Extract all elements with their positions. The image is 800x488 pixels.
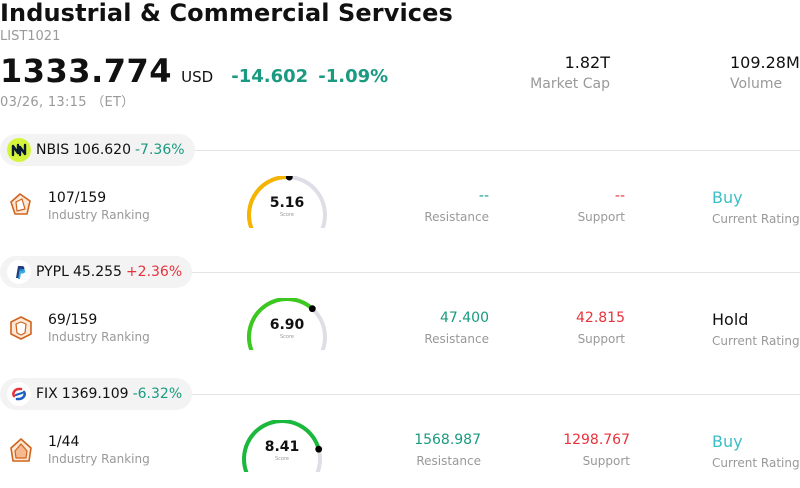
market-cap-value: 1.82T	[564, 53, 610, 72]
industry-ranking-value: 69/159	[48, 312, 98, 328]
stock-price: 106.620	[73, 142, 131, 158]
support-value: --	[614, 188, 625, 204]
paypal-logo-icon	[7, 260, 31, 284]
market-cap-label: Market Cap	[530, 76, 610, 92]
industry-ranking-icon	[10, 193, 31, 215]
stock-change: -6.32%	[132, 386, 183, 402]
index-price: 1333.774	[0, 52, 173, 90]
support-value: 42.815	[576, 310, 625, 326]
score-label: Score	[279, 212, 294, 218]
stock-pill-nbis[interactable]: NBIS 106.620 -7.36%	[0, 134, 195, 166]
industry-ranking-icon	[10, 438, 32, 462]
stock-change: -7.36%	[135, 142, 185, 158]
support-label: Support	[582, 454, 630, 468]
currency-label: USD	[181, 68, 214, 86]
support-label: Support	[577, 332, 625, 346]
price-change-percent: -1.09%	[318, 66, 389, 87]
industry-ranking-value: 1/44	[48, 434, 80, 450]
current-rating: Hold	[712, 310, 749, 329]
volume-stat: 109.28M Volume	[730, 53, 800, 92]
resistance-value: 1568.987	[414, 432, 481, 448]
page-title: Industrial & Commercial Services	[0, 0, 453, 27]
stock-ticker: PYPL	[36, 264, 69, 280]
resistance-label: Resistance	[416, 454, 481, 468]
divider	[186, 394, 800, 395]
divider	[186, 150, 800, 151]
support-value: 1298.767	[563, 432, 630, 448]
volume-label: Volume	[730, 76, 783, 92]
resistance-value: 47.400	[440, 310, 489, 326]
timestamp: 03/26, 13:15 （ET）	[0, 95, 135, 110]
stock-ticker: NBIS	[36, 142, 70, 158]
score-label: Score	[279, 334, 294, 340]
current-rating-label: Current Rating	[712, 212, 800, 226]
industry-ranking-icon	[10, 316, 32, 340]
stock-price: 1369.109	[61, 386, 129, 402]
score-value: 8.41	[264, 439, 300, 455]
stock-ticker: FIX	[36, 386, 58, 402]
current-rating-label: Current Rating	[712, 334, 800, 348]
industry-ranking-label: Industry Ranking	[48, 208, 150, 222]
stock-pill-pypl[interactable]: PYPL 45.255 +2.36%	[0, 256, 193, 288]
gauge-pointer	[285, 173, 293, 181]
resistance-value: --	[478, 188, 489, 204]
score-gauge: 8.41 Score	[237, 419, 327, 474]
support-label: Support	[577, 210, 625, 224]
gauge-fill	[242, 419, 321, 474]
divider	[186, 272, 800, 273]
score-value: 5.16	[269, 195, 305, 211]
current-rating-label: Current Rating	[712, 456, 800, 470]
market-cap-stat: 1.82T Market Cap	[530, 53, 610, 92]
fix-logo-icon	[7, 382, 31, 406]
volume-value: 109.28M	[730, 53, 800, 72]
gauge-pointer	[308, 305, 316, 313]
stock-pill-fix[interactable]: FIX 1369.109 -6.32%	[0, 378, 193, 410]
stock-change: +2.36%	[125, 264, 183, 280]
industry-ranking-value: 107/159	[48, 190, 107, 206]
resistance-label: Resistance	[424, 210, 489, 224]
score-value: 6.90	[269, 317, 305, 333]
current-rating: Buy	[712, 432, 743, 451]
industry-ranking-label: Industry Ranking	[48, 452, 150, 466]
gauge-fill	[247, 297, 315, 352]
nbis-logo-icon	[7, 138, 31, 162]
price-row: 1333.774 USD -14.602 -1.09%	[0, 52, 388, 90]
stock-price: 45.255	[72, 264, 122, 280]
resistance-label: Resistance	[424, 332, 489, 346]
score-gauge: 5.16 Score	[242, 173, 332, 230]
score-gauge: 6.90 Score	[242, 297, 332, 352]
current-rating: Buy	[712, 188, 743, 207]
index-code: LIST1021	[0, 29, 61, 44]
industry-ranking-label: Industry Ranking	[48, 330, 150, 344]
price-change: -14.602	[231, 66, 309, 87]
gauge-fill	[247, 175, 292, 230]
score-label: Score	[274, 456, 289, 462]
gauge-pointer	[315, 445, 323, 453]
